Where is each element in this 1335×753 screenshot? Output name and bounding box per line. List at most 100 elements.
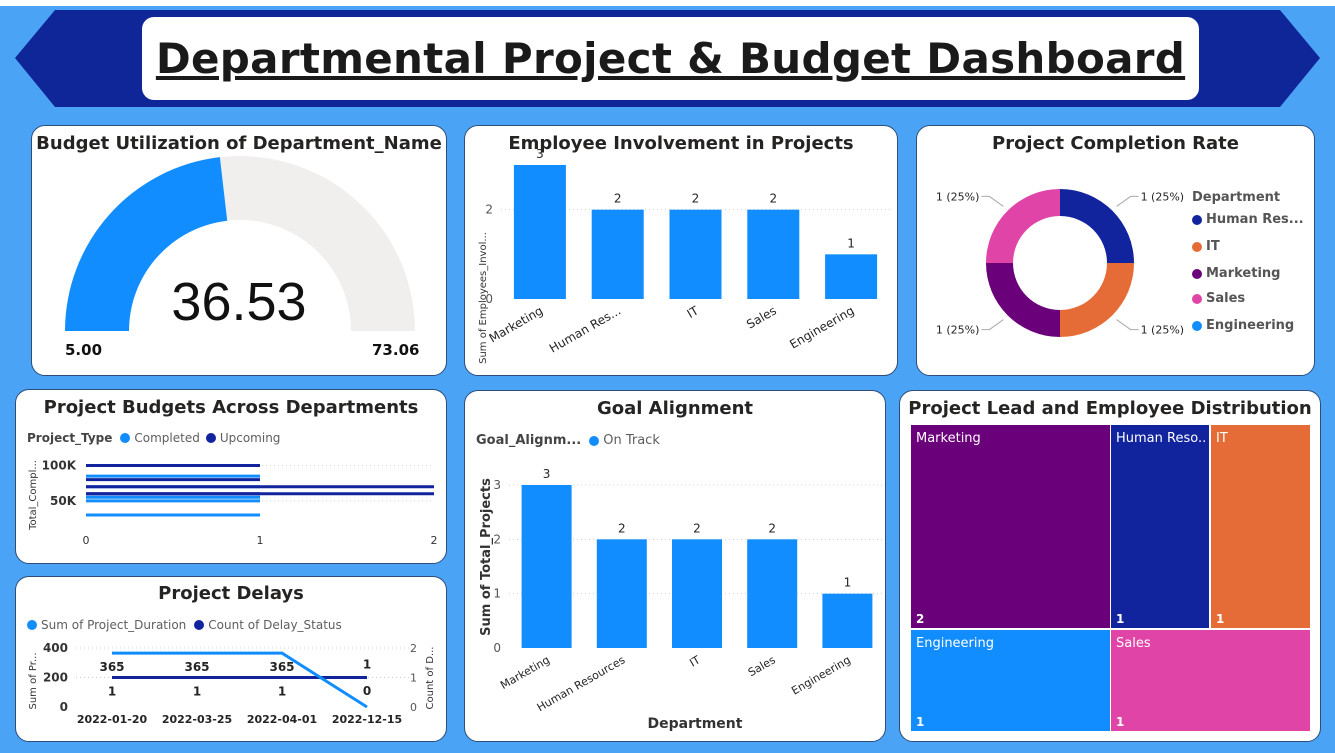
goal-card[interactable]: Goal Alignment Goal_Alignm... On Track S… [464,390,886,742]
treemap-cell-count: 1 [1116,715,1125,729]
gauge-card[interactable]: Budget Utilization of Department_Name 36… [31,125,447,376]
goal-title: Goal Alignment [596,398,754,419]
treemap-cell[interactable]: IT 1 [1211,425,1310,628]
goal-ytick: 3 [493,478,501,492]
budgets-chart: Total_Compl... 100K 50K 0 1 2 [28,459,438,547]
budgets-card[interactable]: Project Budgets Across Departments Proje… [15,389,447,564]
involvement-data-label: 2 [614,192,622,206]
legend-dot [1192,214,1202,225]
budgets-legend-upcoming: Upcoming [219,431,281,445]
delays-card[interactable]: Project Delays Sum of Project_Duration C… [15,576,447,742]
donut-leader-line [981,195,1004,207]
completion-title: Project Completion Rate [992,133,1239,154]
delays-legend-count: Count of Delay_Status [208,618,342,632]
involvement-bar [825,254,878,299]
goal-ytick: 0 [493,641,501,655]
goal-ytick: 1 [493,587,501,601]
treemap-cell[interactable]: Engineering 1 [911,630,1110,731]
donut-data-label: 1 (25%) [936,324,980,337]
goal-xtick: Engineering [789,653,853,697]
delays-ytick-right: 2 [410,642,417,655]
delays-duration-label: 365 [269,660,294,674]
donut-slice [1060,263,1134,337]
delays-chart: Sum of Pr... Count of D... 400 200 0 2 1 0 202… [28,641,436,726]
involvement-ytick: 2 [485,203,493,217]
completion-legend-item[interactable]: IT [1192,239,1220,254]
goal-bar [747,539,798,648]
treemap-cell-label: Marketing [916,431,981,446]
delays-ytick-left: 200 [43,671,68,685]
goal-xlabel: Department [648,716,743,732]
goal-bar [672,539,722,648]
goal-xtick: Marketing [498,653,552,692]
completed-dot [120,433,131,443]
treemap-title: Project Lead and Employee Distribution [908,398,1312,419]
treemap-cell-label: Sales [1116,636,1151,651]
goal-xtick: IT [687,653,702,669]
delay-count-dot [194,620,205,630]
involvement-card[interactable]: Employee Involvement in Projects Sum of … [464,125,898,376]
donut-data-label: 1 (25%) [936,190,980,203]
treemap-cell-label: Human Reso... [1116,431,1206,446]
involvement-data-label: 2 [769,192,777,206]
completion-card[interactable]: Project Completion Rate 1 (25%) 1 (25%) 1 … [916,125,1315,376]
involvement-xtick: IT [685,303,702,321]
top-strip [0,0,1335,6]
completion-legend-item[interactable]: Marketing [1192,266,1280,281]
involvement-chart: Sum of Employees_Invol... 0 2 3 Marketing 2 H… [478,147,890,364]
goal-data-label: 2 [693,521,701,535]
delays-count-label: 1 [278,685,286,699]
donut-leader-line [981,319,1004,331]
budgets-ytick: 100K [42,459,77,473]
treemap-cell-count: 1 [1116,612,1125,626]
treemap-cell[interactable]: Human Reso... 1 [1111,425,1209,628]
delays-ylabel-right: Count of D... [425,647,436,710]
involvement-xtick: Engineering [787,303,856,351]
budgets-ytick: 50K [50,494,77,508]
goal-bar [822,593,873,648]
involvement-ylabel: Sum of Employees_Invol... [478,232,489,364]
delays-count-label: 1 [193,685,201,699]
delays-xtick: 2022-12-15 [332,713,402,726]
budgets-xtick: 2 [431,534,438,547]
delays-xtick: 2022-01-20 [77,713,148,726]
delays-duration-label: 365 [99,660,124,674]
delays-ytick-right: 1 [410,672,417,685]
delays-ytick-left: 400 [43,641,68,655]
goal-data-label: 3 [543,467,551,481]
treemap-cell[interactable]: Marketing 2 [911,425,1110,628]
title-box: Departmental Project & Budget Dashboard [142,17,1199,100]
completion-donut: 1 (25%) 1 (25%) 1 (25%) 1 (25%) [936,189,1184,337]
involvement-bar [747,209,800,299]
involvement-xtick: Marketing [487,303,546,345]
completion-legend-item[interactable]: Engineering [1192,318,1294,333]
goal-ytick: 2 [493,532,501,546]
gauge-title: Budget Utilization of Department_Name [36,133,442,154]
budgets-legend-title: Project_Type [27,431,113,445]
legend-dot [1192,241,1202,252]
treemap-card[interactable]: Project Lead and Employee Distribution M… [899,390,1321,742]
delays-count-label: 1 [363,658,371,672]
goal-legend-title: Goal_Alignm... [476,433,582,448]
completion-legend-item[interactable]: Human Res... [1192,212,1304,227]
page-title: Departmental Project & Budget Dashboard [155,34,1186,83]
treemap-cell-label: Engineering [916,636,994,651]
treemap-cell-label: IT [1216,431,1228,446]
completion-legend-title: Department [1192,190,1281,205]
involvement-ytick: 0 [485,292,493,306]
treemap-cell-count: 1 [916,715,925,729]
involvement-data-label: 1 [847,236,855,250]
gauge-max: 73.06 [372,341,420,359]
involvement-xtick: Sales [744,303,779,331]
completion-legend-item[interactable]: Sales [1192,291,1245,306]
on-track-dot [589,435,600,446]
treemap-cell[interactable]: Sales 1 [1111,630,1310,731]
donut-slice [1060,189,1134,263]
completion-legend-label: Marketing [1206,266,1281,281]
goal-bar [521,485,572,648]
goal-xtick: Sales [746,653,778,679]
donut-leader-line [1116,319,1139,331]
goal-chart: Sum of Total_Projects Department 0 1 2 3 3 Ma… [479,467,885,732]
gauge-chart [65,156,415,331]
legend-dot [1192,293,1202,304]
